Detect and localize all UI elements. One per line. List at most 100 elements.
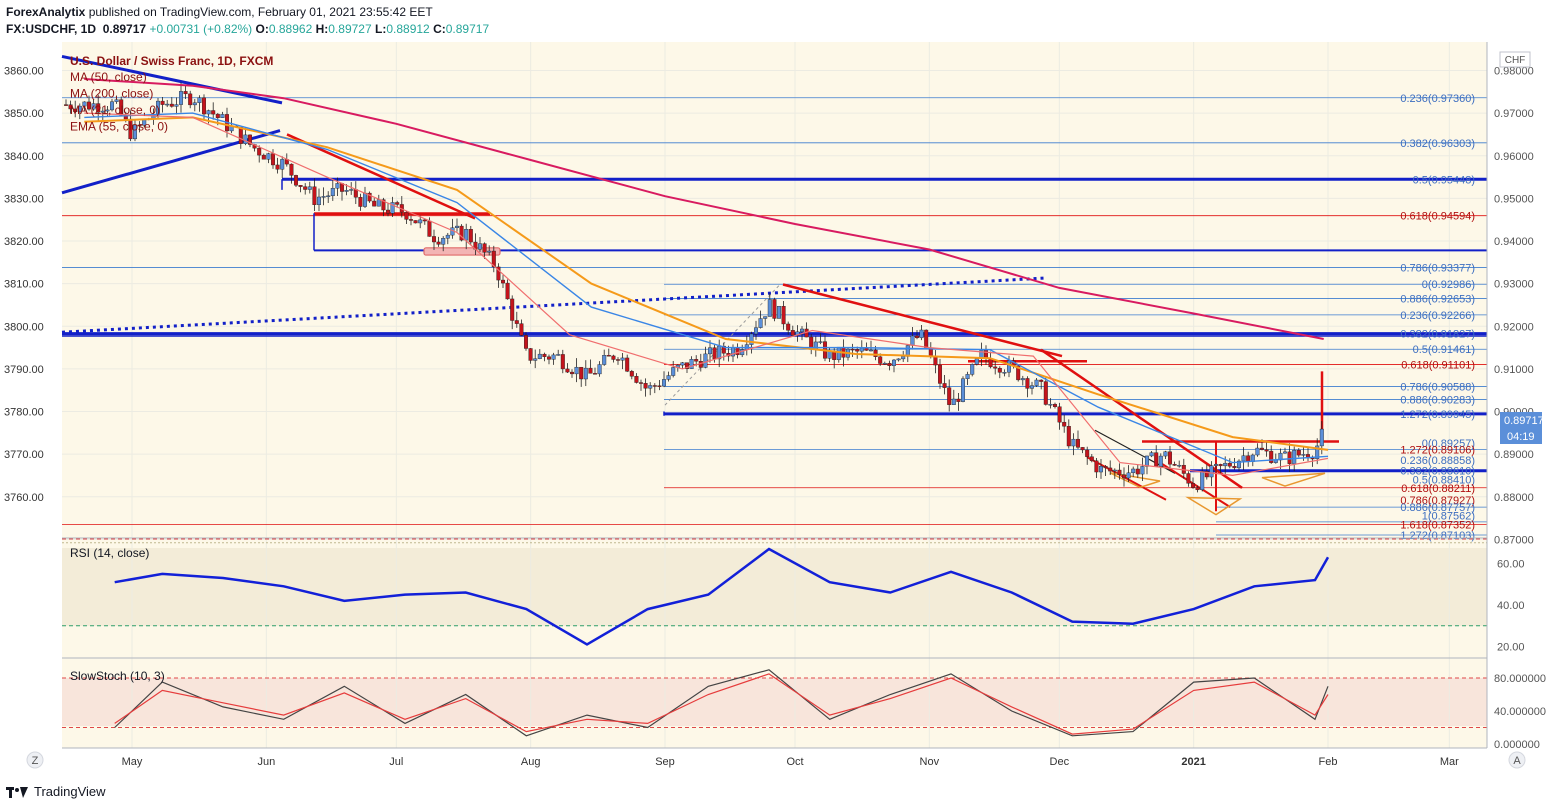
candle-down (1269, 450, 1274, 463)
price-tick: 0.91000 (1494, 364, 1534, 376)
candle-up (1144, 455, 1149, 467)
axes: 0.98000 0.97000 0.96000 0.95000 0.94000 0.930… (4, 51, 1546, 769)
candle-up (192, 102, 197, 106)
candle-down (404, 211, 409, 220)
candle-down (468, 229, 473, 243)
candle-up (441, 238, 446, 245)
legend-item: MA (200, close) (70, 87, 153, 101)
low-label: L: (375, 22, 387, 36)
candle-down (514, 320, 519, 324)
pattern-triangle (1185, 496, 1243, 516)
candle-down (1039, 379, 1044, 382)
candle-up (970, 364, 975, 375)
close-value: 0.89717 (445, 22, 490, 36)
candle-up (666, 375, 671, 380)
candle-up (662, 379, 667, 387)
candle-up (1319, 428, 1324, 447)
candle-up (114, 99, 119, 102)
fib-label: 0.236(0.88858) (1400, 455, 1475, 467)
rsi-band (62, 548, 1487, 626)
pattern-triangle (1109, 472, 1161, 489)
candle-down (386, 209, 391, 214)
candle-down (298, 185, 303, 187)
candle-up (1236, 460, 1241, 469)
footer: TradingView (6, 784, 106, 799)
candle-down (790, 330, 795, 336)
candle-down (519, 323, 524, 336)
candle-up (178, 91, 183, 105)
candle-up (767, 299, 772, 317)
drawings (61, 54, 1487, 536)
candle-up (1140, 466, 1145, 475)
close-label: C: (433, 22, 446, 36)
left-scale-tick: 3840.00 (4, 151, 44, 163)
open-label: O: (255, 22, 269, 36)
candle-down (855, 349, 860, 352)
price-tick: 0.95000 (1494, 193, 1534, 205)
candle-down (96, 103, 101, 113)
left-scale-tick: 3850.00 (4, 108, 44, 120)
candle-up (836, 346, 841, 360)
candle-up (376, 199, 381, 207)
candle-down (1190, 483, 1195, 488)
left-scale-tick: 3790.00 (4, 364, 44, 376)
legend-item: EMA (55, close, 0) (70, 120, 168, 134)
zoom-reset-icon (26, 751, 44, 769)
candle-up (680, 362, 685, 366)
candle-up (892, 359, 897, 366)
time-tick: Aug (521, 756, 541, 768)
candle-down (501, 279, 506, 284)
candle-down (1154, 452, 1159, 467)
fib-label: 0.886(0.92653) (1400, 293, 1475, 305)
price-tick: 0.87000 (1494, 534, 1534, 546)
candle-up (1149, 452, 1154, 457)
candle-up (418, 219, 423, 224)
fib-label: 0.5(0.88410) (1413, 474, 1475, 486)
zoom-reset-label: Z (32, 755, 39, 767)
candle-up (1223, 462, 1228, 467)
price-tick: 0.94000 (1494, 236, 1534, 248)
candle-down (1186, 473, 1191, 484)
candle-up (763, 316, 768, 319)
last-price-label: 0.89717 (1504, 415, 1544, 427)
candle-down (606, 355, 611, 357)
candle-down (459, 225, 464, 241)
last-price-badge (1500, 412, 1542, 428)
candle-down (257, 147, 262, 156)
candle-up (1071, 438, 1076, 447)
candle-down (629, 371, 634, 377)
candle-up (220, 114, 225, 118)
candle-up (478, 243, 483, 250)
candle-down (1025, 378, 1030, 389)
fib-label: 1.272(0.89106) (1400, 445, 1475, 457)
candle-down (1052, 403, 1057, 407)
footer-brand[interactable]: TradingView (34, 784, 106, 799)
candle-down (358, 197, 363, 207)
candle-up (961, 378, 966, 402)
candle-up (206, 110, 211, 115)
time-tick: Oct (786, 756, 803, 768)
candle-down (942, 383, 947, 388)
publisher-name[interactable]: ForexAnalytix (6, 5, 86, 19)
candle-down (1108, 467, 1113, 472)
candle-down (1016, 365, 1021, 381)
candle-up (671, 367, 676, 376)
candle-up (1301, 454, 1306, 456)
candle-down (735, 347, 740, 356)
publish-info: ForexAnalytix published on TradingView.c… (6, 5, 433, 19)
candle-up (307, 186, 312, 190)
countdown-badge (1500, 428, 1542, 444)
candle-down (652, 385, 657, 387)
candle-up (390, 202, 395, 214)
candle-down (657, 385, 662, 387)
candle-up (919, 329, 924, 339)
left-scale-tick: 3820.00 (4, 236, 44, 248)
fib-label: 0.786(0.90588) (1400, 381, 1475, 393)
time-tick: May (122, 756, 143, 768)
candle-up (280, 159, 285, 170)
candle-down (694, 359, 699, 362)
rsi-tick: 60.00 (1497, 559, 1525, 571)
fib-label: 0.382(0.88610) (1400, 466, 1475, 478)
candle-down (643, 383, 648, 389)
